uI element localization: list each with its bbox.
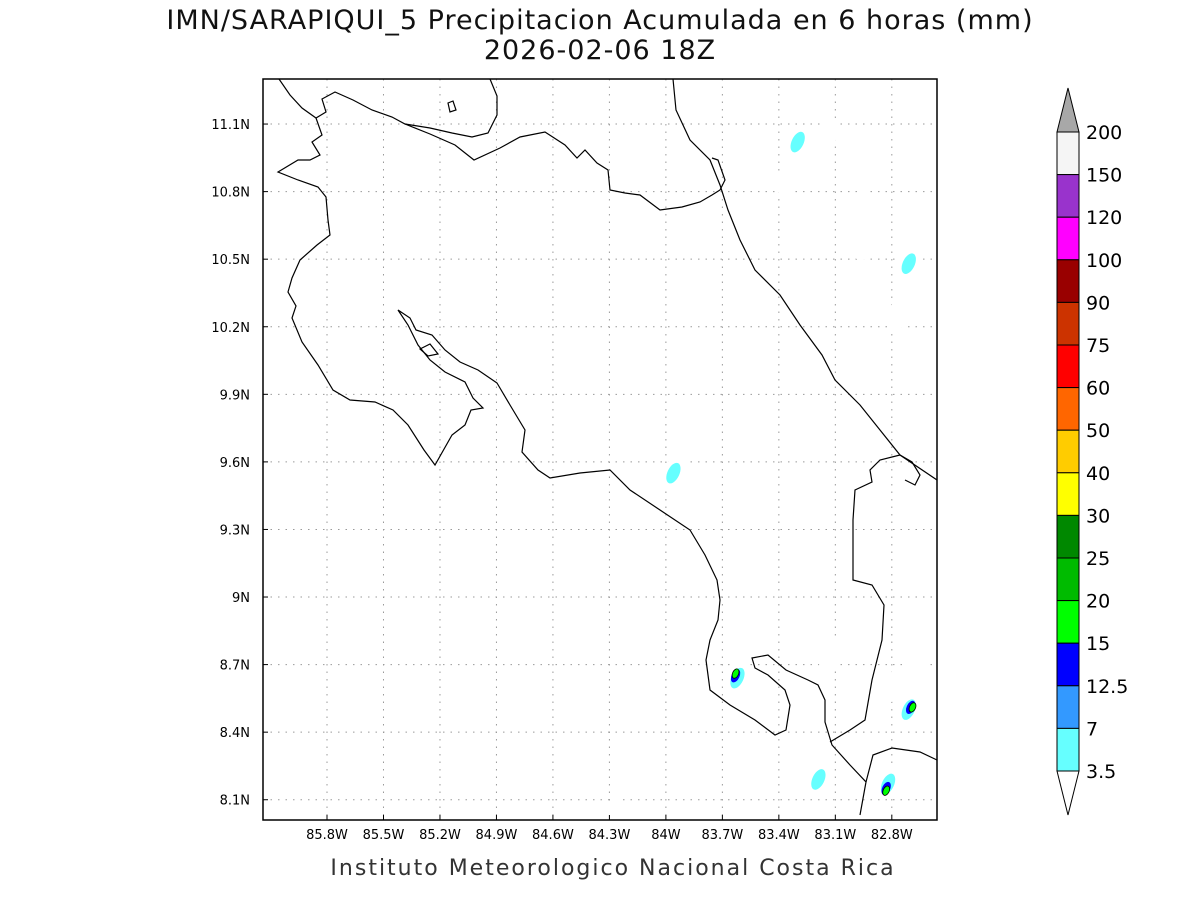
legend-swatch xyxy=(1056,387,1080,431)
legend-label: 25 xyxy=(1086,548,1110,570)
legend-label: 150 xyxy=(1086,165,1122,187)
x-tick-label: 84.9W xyxy=(476,828,518,843)
legend-label: 20 xyxy=(1086,591,1110,613)
legend-label: 12.5 xyxy=(1086,676,1128,698)
map-title: IMN/SARAPIQUI_5 Precipitacion Acumulada … xyxy=(166,5,1034,36)
x-tick-label: 82.8W xyxy=(871,828,913,843)
legend-swatch xyxy=(1056,514,1080,559)
legend-label: 30 xyxy=(1086,505,1110,527)
x-tick-label: 84.6W xyxy=(532,828,574,843)
legend-label: 40 xyxy=(1086,463,1110,485)
x-tick-label: 83.7W xyxy=(701,828,743,843)
precip-cell xyxy=(738,692,764,727)
x-tick-label: 84.3W xyxy=(589,828,631,843)
gulf-island xyxy=(418,343,440,357)
y-tick-label: 8.4N xyxy=(220,726,250,741)
y-tick-label: 11.1N xyxy=(211,118,250,133)
precip-cell xyxy=(908,702,917,713)
precip-cell xyxy=(845,190,871,225)
precip-cell xyxy=(728,492,754,527)
precip-cell xyxy=(882,785,891,796)
y-tick-label: 8.7N xyxy=(220,659,250,674)
y-tick-label: 9.6N xyxy=(220,456,250,471)
legend-swatch xyxy=(1056,472,1080,516)
precip-cell xyxy=(856,278,882,313)
precipitation-legend: 200 150 120 100 90 75 60 50 40 30 25 20 15 12.5 7 3.5 xyxy=(1056,87,1128,816)
legend-swatch xyxy=(1056,685,1080,729)
precip-cell xyxy=(666,462,681,484)
precip-cell xyxy=(813,118,839,153)
legend-label: 15 xyxy=(1086,633,1110,655)
map-axes: 85.8W 85.5W 85.2W 84.9W 84.6W 84.3W 84W 83.7W 83… xyxy=(211,78,938,843)
legend-swatch xyxy=(1056,429,1080,474)
map-valid-time: 2026-02-06 18Z xyxy=(483,35,717,66)
border-nicaragua xyxy=(404,123,726,211)
lake-islet xyxy=(447,100,457,113)
precipitation-field xyxy=(600,118,937,820)
x-tick-label: 85.2W xyxy=(419,828,461,843)
precip-cell xyxy=(731,668,740,679)
map-frame xyxy=(262,78,938,821)
legend-swatch xyxy=(1056,600,1080,644)
legend-swatch xyxy=(1056,259,1080,303)
precip-cell xyxy=(903,652,929,687)
precip-cell xyxy=(819,640,845,675)
map-grid xyxy=(263,79,937,820)
legend-swatch xyxy=(1056,642,1080,687)
coastline-borders xyxy=(276,79,937,816)
border-panama xyxy=(829,454,901,743)
footer-credit: Instituto Meteorologico Nacional Costa R… xyxy=(330,856,896,881)
coastline-caribbean xyxy=(672,79,937,481)
x-tick-label: 85.5W xyxy=(363,828,405,843)
legend-arrow-top xyxy=(1056,87,1080,133)
legend-label: 50 xyxy=(1086,420,1110,442)
precip-cell xyxy=(883,667,909,702)
y-tick-label: 8.1N xyxy=(220,794,250,809)
legend-swatch xyxy=(1056,174,1080,218)
precip-cell xyxy=(811,769,826,790)
y-tick-label: 10.2N xyxy=(211,321,250,336)
y-tick-label: 10.5N xyxy=(211,253,250,268)
legend-label: 3.5 xyxy=(1086,761,1116,783)
precip-cell xyxy=(790,131,805,153)
y-tick-label: 9N xyxy=(232,591,250,606)
legend-label: 200 xyxy=(1086,122,1122,144)
precip-cell xyxy=(886,296,912,331)
legend-swatch xyxy=(1056,131,1080,176)
x-tick-label: 83.1W xyxy=(814,828,856,843)
precip-cell xyxy=(852,226,878,261)
legend-label: 100 xyxy=(1086,250,1122,272)
legend-label: 60 xyxy=(1086,378,1110,400)
legend-label: 75 xyxy=(1086,335,1110,357)
precip-cell xyxy=(775,161,801,196)
x-tick-label: 83.4W xyxy=(758,828,800,843)
y-tick-label: 9.9N xyxy=(220,388,250,403)
legend-swatch xyxy=(1056,727,1080,772)
legend-swatch xyxy=(1056,344,1080,389)
legend-swatch xyxy=(1056,216,1080,261)
legend-swatch xyxy=(1056,301,1080,346)
legend-arrow-bottom xyxy=(1056,770,1080,816)
x-tick-label: 85.8W xyxy=(306,828,348,843)
precip-cell xyxy=(916,327,937,362)
y-tick-label: 9.3N xyxy=(220,523,250,538)
precip-cell xyxy=(677,469,703,504)
coastline-panama-south xyxy=(865,747,937,783)
coastline-nicaragua-north xyxy=(278,79,498,138)
precip-cell xyxy=(901,253,916,274)
x-tick-label: 84W xyxy=(651,828,681,843)
coastline-pacific-north xyxy=(276,117,867,816)
y-tick-label: 10.8N xyxy=(211,186,250,201)
legend-swatch xyxy=(1056,557,1080,602)
legend-label: 90 xyxy=(1086,292,1110,314)
legend-label: 120 xyxy=(1086,207,1122,229)
coastline-bocas xyxy=(899,454,921,486)
precip-cell xyxy=(600,798,626,820)
legend-label: 7 xyxy=(1086,718,1098,740)
